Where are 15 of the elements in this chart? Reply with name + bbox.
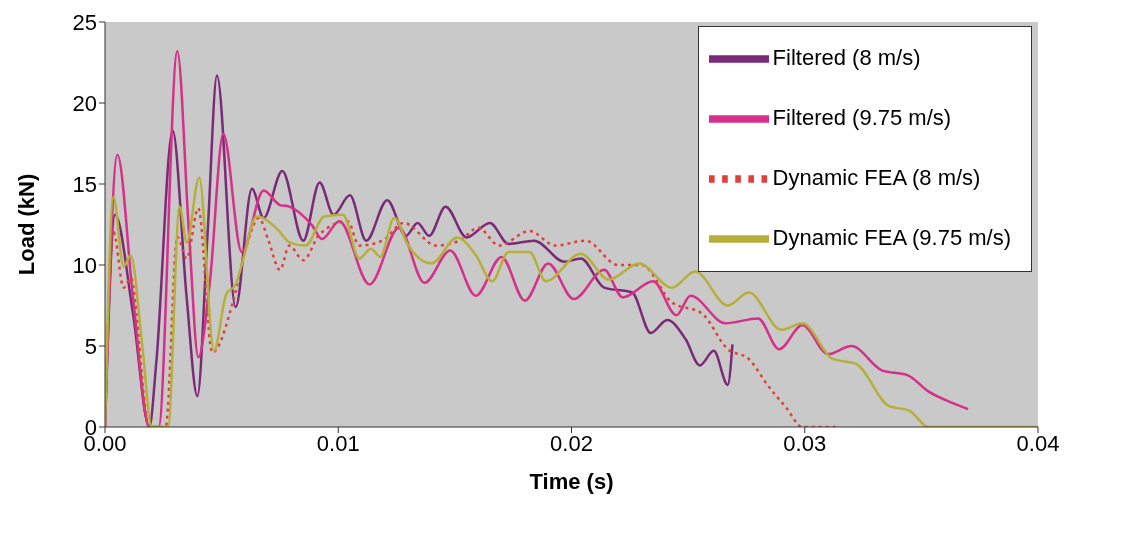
y-tick-label: 10 xyxy=(72,252,97,278)
y-tick-label: 25 xyxy=(72,9,97,35)
y-axis-title: Load (kN) xyxy=(13,173,39,276)
x-tick-label: 0.03 xyxy=(783,430,827,456)
x-tick-label: 0.04 xyxy=(1016,430,1060,456)
y-tick-label: 5 xyxy=(84,333,97,359)
legend-label: Filtered (9.75 m/s) xyxy=(772,104,952,130)
x-tick-label: 0.01 xyxy=(316,430,360,456)
legend-label: Filtered (8 m/s) xyxy=(772,44,921,70)
x-tick-label: 0.02 xyxy=(550,430,593,456)
x-axis-title: Time (s) xyxy=(529,469,614,494)
legend-label: Dynamic FEA (9.75 m/s) xyxy=(772,224,1011,250)
legend-label: Dynamic FEA (8 m/s) xyxy=(772,164,981,190)
y-tick-label: 15 xyxy=(72,171,97,197)
y-tick-label: 20 xyxy=(72,90,97,116)
